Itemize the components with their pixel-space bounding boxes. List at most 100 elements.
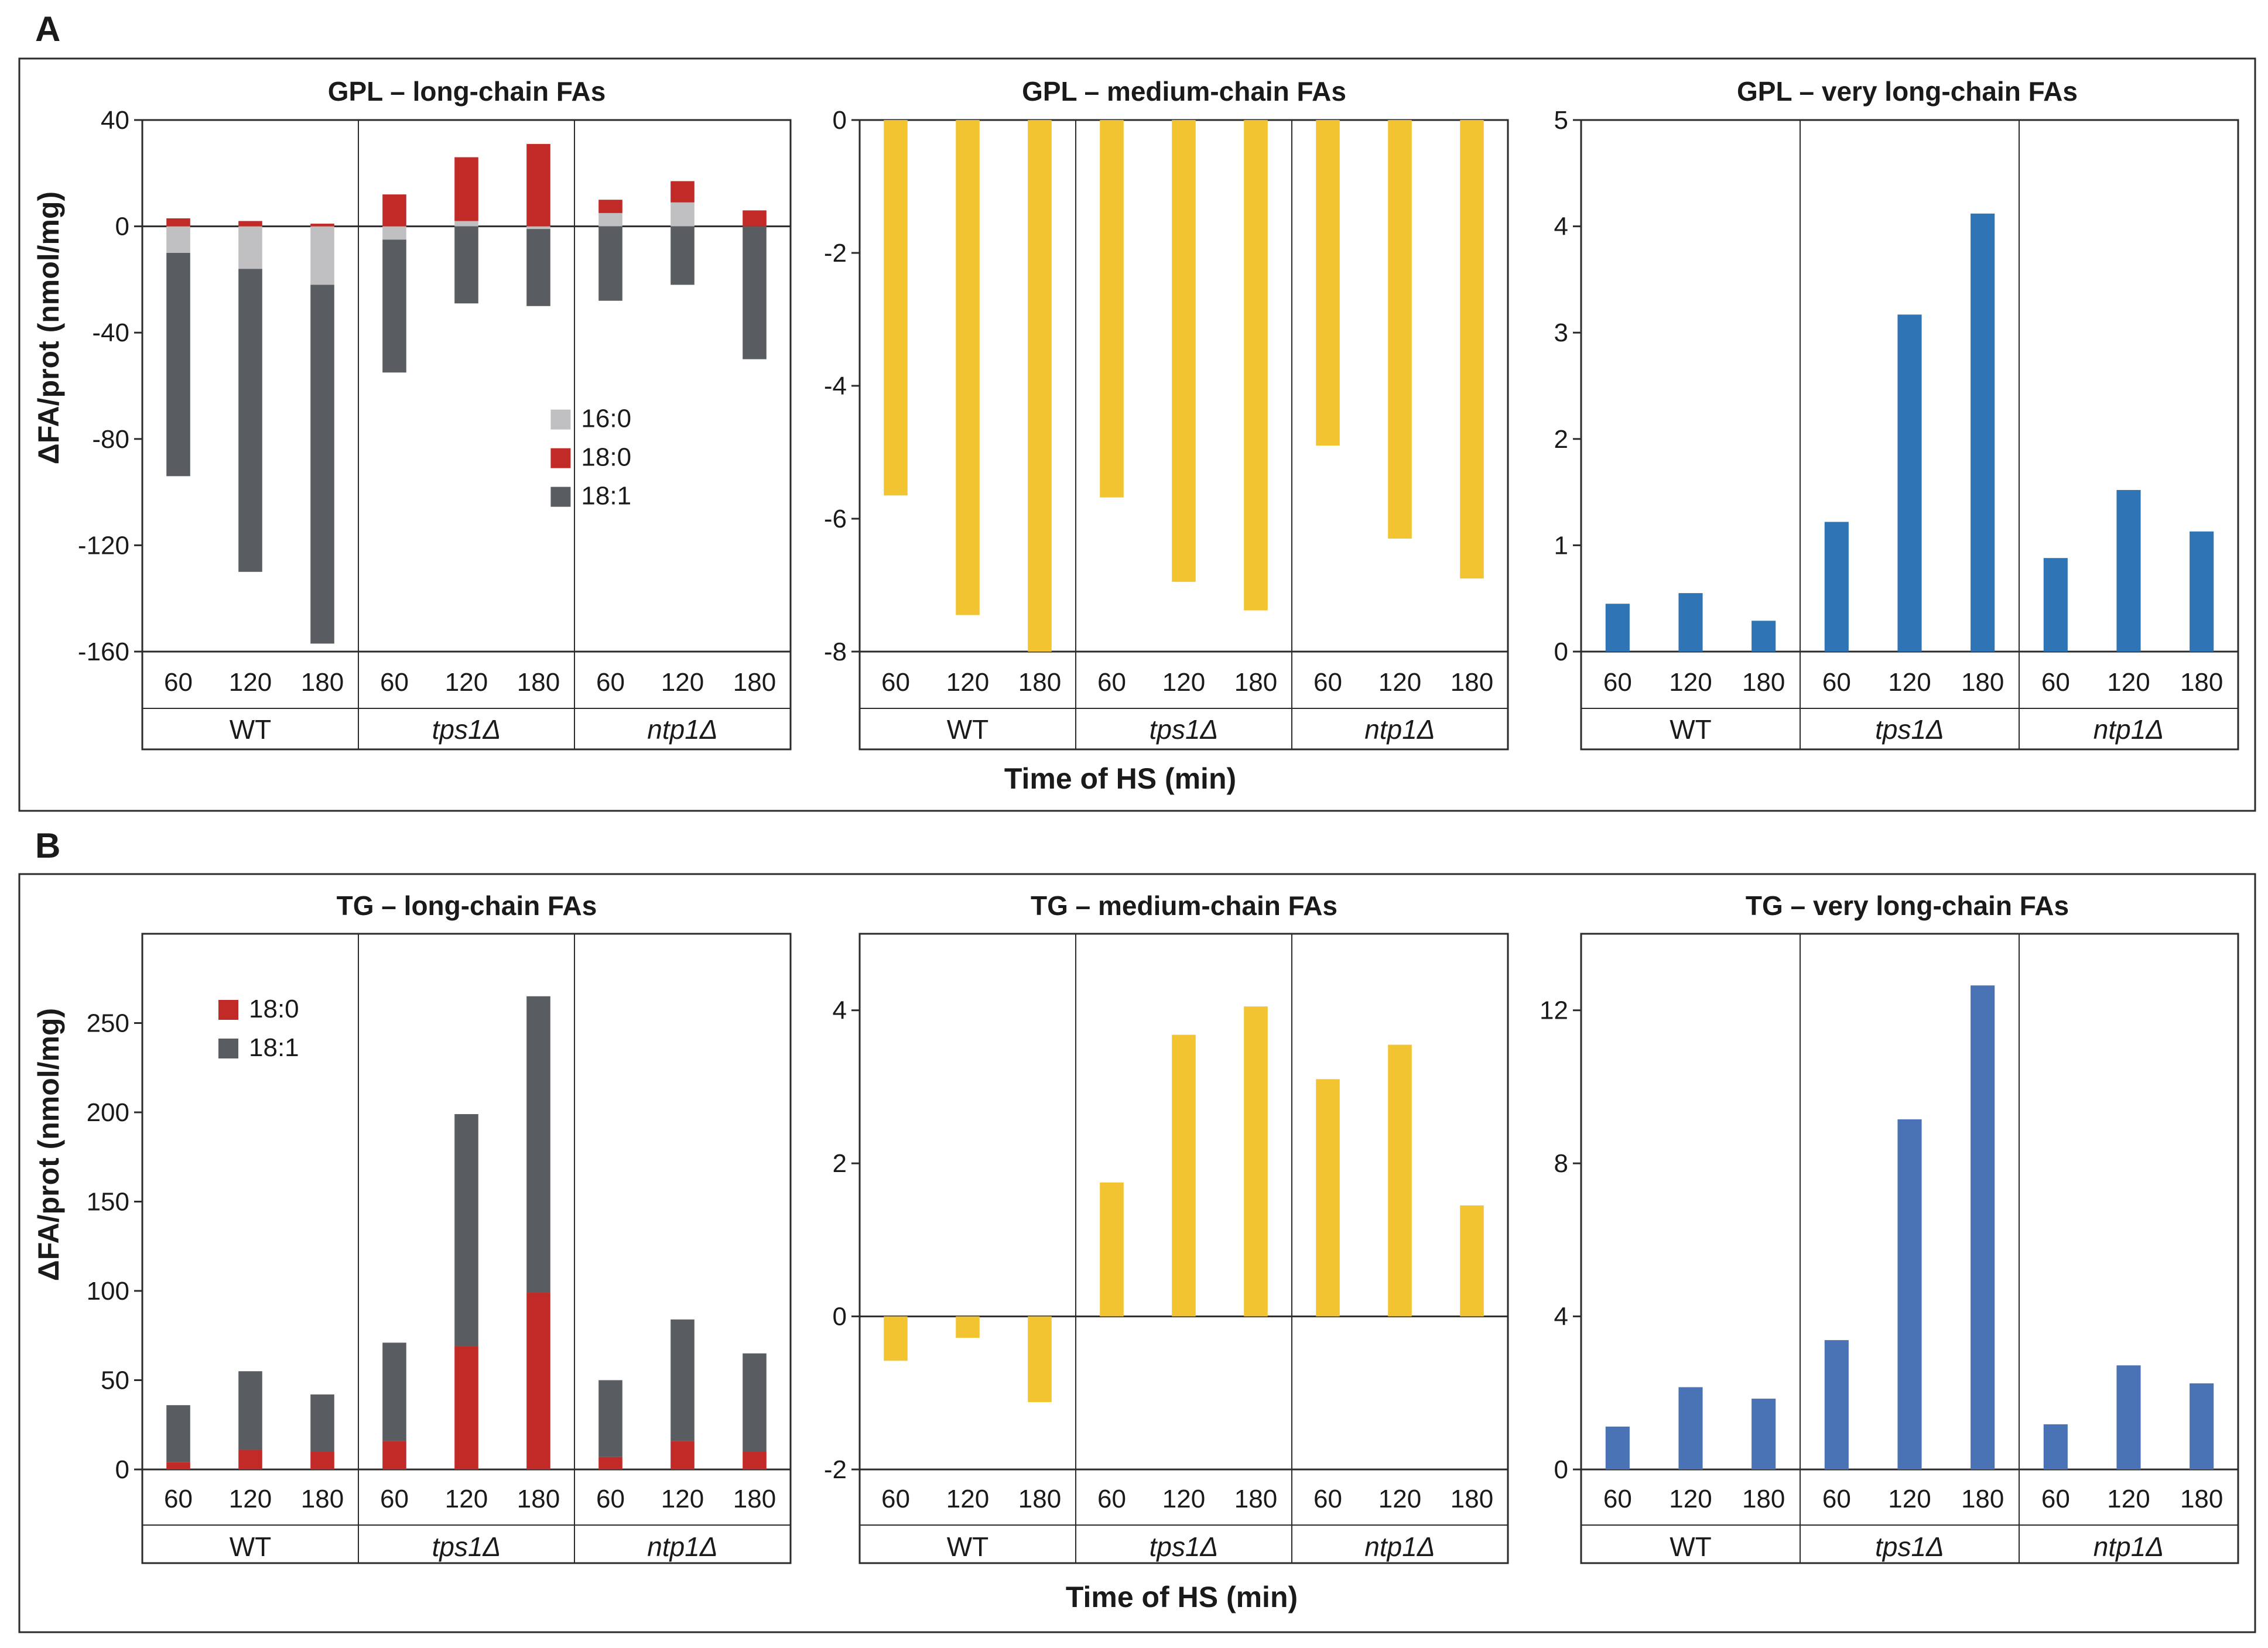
panel-letter-b: B — [35, 826, 60, 865]
bar — [1172, 1034, 1196, 1317]
group-label: tps1Δ — [1150, 1531, 1219, 1562]
chart-title: TG – very long-chain FAs — [1746, 890, 2069, 921]
bar-segment — [238, 1450, 262, 1469]
panel-b-frame — [18, 873, 2256, 1633]
bar-segment — [454, 157, 478, 221]
chart-tg-long-chain: TG – long-chain FAs 250 200 150 100 50 0 60 120 1… — [87, 890, 792, 1564]
x-tick-label: 60 — [1822, 668, 1851, 697]
x-tick-label: 60 — [380, 668, 409, 697]
bar — [1460, 120, 1484, 579]
x-tick-label: 120 — [1669, 1485, 1712, 1513]
x-tick-label: 180 — [1018, 668, 1061, 697]
bar — [1316, 120, 1340, 446]
x-tick-label: 120 — [1162, 668, 1205, 697]
x-tick-label: 180 — [1234, 1485, 1277, 1513]
y-tick-label: 2 — [833, 1149, 847, 1178]
panel-b-xlabel: Time of HS (min) — [1066, 1581, 1298, 1613]
bar-segment — [382, 1441, 406, 1469]
group-label: tps1Δ — [1150, 714, 1219, 745]
bar — [1752, 1399, 1776, 1469]
bar — [1172, 120, 1196, 582]
bar-segment — [743, 1353, 767, 1452]
legend-label: 16:0 — [581, 405, 631, 433]
group-label: ntp1Δ — [647, 1531, 717, 1562]
x-tick-label: 180 — [517, 1485, 560, 1513]
y-tick-label: 8 — [1554, 1149, 1568, 1178]
chart-title: TG – long-chain FAs — [337, 890, 597, 921]
bar-segment — [166, 226, 190, 253]
bar-segment — [671, 181, 695, 203]
y-tick-label: 5 — [1554, 106, 1568, 135]
x-tick-label: 180 — [2180, 1485, 2223, 1513]
bar — [1824, 1340, 1849, 1469]
bar — [1028, 120, 1052, 652]
x-tick-label: 120 — [2107, 1485, 2150, 1513]
bar — [1460, 1205, 1484, 1317]
group-label: WT — [947, 714, 989, 745]
bar-segment — [743, 1451, 767, 1469]
bar — [884, 120, 908, 496]
y-tick-label: 40 — [101, 106, 129, 135]
y-tick-label: 1 — [1554, 531, 1568, 560]
bar-segment — [382, 239, 406, 373]
chart-tg-medium-chain: TG – medium-chain FAs 4 2 0 -2 60 120 180 60 120 1… — [824, 890, 1509, 1564]
x-tick-label: 120 — [1888, 668, 1931, 697]
group-label: WT — [1670, 714, 1712, 745]
bar-segment — [238, 226, 262, 269]
x-tick-label: 60 — [2041, 1485, 2070, 1513]
bar — [1028, 1316, 1052, 1402]
x-tick-label: 120 — [946, 668, 989, 697]
bar — [2043, 558, 2068, 652]
legend-swatch — [550, 448, 571, 468]
bar-segment — [310, 224, 334, 227]
x-tick-label: 120 — [445, 1485, 488, 1513]
x-tick-label: 180 — [1742, 668, 1785, 697]
legend-swatch — [550, 486, 571, 507]
bar-segment — [310, 226, 334, 285]
y-tick-label: 12 — [1540, 996, 1568, 1025]
bar-segment — [166, 218, 190, 227]
bar — [1752, 621, 1776, 652]
y-tick-label: 0 — [1554, 1455, 1568, 1484]
x-tick-label: 60 — [596, 1485, 625, 1513]
legend-swatch — [218, 1039, 238, 1058]
bar — [1316, 1079, 1340, 1317]
x-tick-label: 180 — [1018, 1485, 1061, 1513]
x-tick-label: 60 — [164, 668, 193, 697]
x-tick-label: 180 — [733, 668, 776, 697]
x-tick-label: 60 — [1097, 668, 1126, 697]
y-tick-label: 4 — [1554, 213, 1568, 241]
x-tick-label: 180 — [517, 668, 560, 697]
x-tick-label: 60 — [164, 1485, 193, 1513]
bar-segment — [166, 1405, 190, 1462]
bar — [1824, 522, 1849, 652]
chart-title: GPL – medium-chain FAs — [1022, 76, 1346, 107]
bar-segment — [382, 226, 406, 240]
x-tick-label: 60 — [596, 668, 625, 697]
x-tick-label: 60 — [1097, 1485, 1126, 1513]
y-tick-label: 3 — [1554, 318, 1568, 347]
x-tick-label: 120 — [661, 1485, 704, 1513]
y-tick-label: -40 — [92, 318, 129, 347]
x-tick-label: 120 — [445, 668, 488, 697]
bar-segment — [526, 143, 550, 227]
bar-segment — [598, 200, 622, 213]
group-label: ntp1Δ — [2093, 714, 2164, 745]
legend-label: 18:1 — [581, 482, 631, 510]
bar — [1388, 120, 1412, 539]
x-tick-label: 180 — [1234, 668, 1277, 697]
bar-segment — [598, 213, 622, 227]
bar-segment — [238, 1371, 262, 1450]
bar-segment — [310, 285, 334, 644]
group-label: tps1Δ — [1875, 1531, 1944, 1562]
x-tick-label: 180 — [2180, 668, 2223, 697]
panel-a-frame — [18, 57, 2256, 812]
bar — [2116, 489, 2141, 652]
x-tick-label: 120 — [1162, 1485, 1205, 1513]
bar-segment — [671, 226, 695, 285]
chart-gpl-very-long-chain: GPL – very long-chain FAs 5 4 3 2 1 0 60 120 180 6… — [1554, 76, 2239, 751]
bar — [2043, 1424, 2068, 1469]
y-tick-label: 100 — [87, 1277, 129, 1306]
group-label: WT — [1670, 1531, 1712, 1562]
plot-frame — [141, 119, 792, 751]
